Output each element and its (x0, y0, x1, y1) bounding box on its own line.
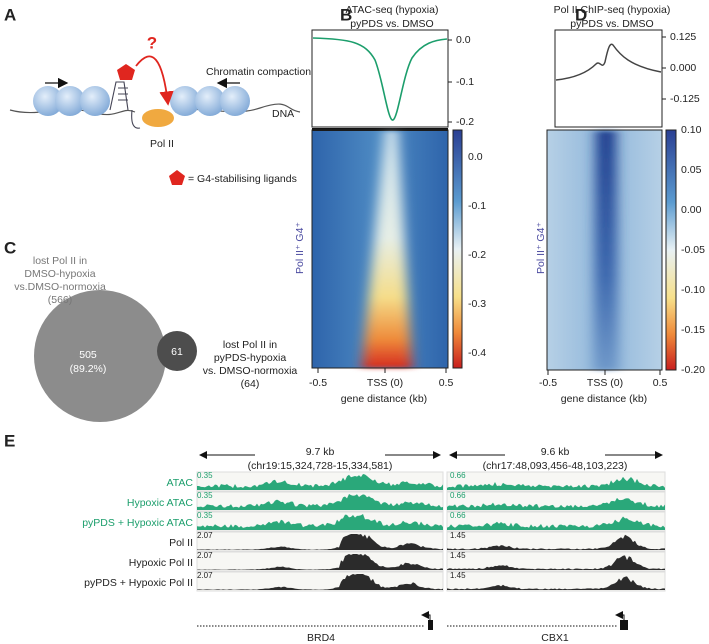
venn (34, 290, 197, 422)
tick-label: -0.5 (539, 377, 557, 389)
set-label: DMSO-hypoxia (24, 268, 95, 280)
tick-label: -0.2 (456, 116, 474, 128)
tick-label: -0.1 (456, 76, 474, 88)
tick-label: 0.0 (456, 34, 471, 46)
coverage-track (447, 516, 665, 530)
tick-label: 0.5 (653, 377, 668, 389)
annotation: Pol II (150, 138, 174, 150)
panel-subtitle: pyPDS vs. DMSO (350, 18, 433, 30)
chromatin-diagram (9, 55, 301, 185)
track-frame (196, 571, 444, 592)
tick-label: TSS (0) (367, 377, 403, 389)
axis-label: gene distance (kb) (341, 393, 427, 405)
tick-label: 0.000 (670, 62, 696, 74)
gene-name: CBX1 (541, 632, 569, 644)
panel-label: A (4, 5, 16, 24)
track-scale: 2.07 (197, 571, 213, 580)
locus-size: 9.6 kb (541, 446, 570, 458)
set-label: vs. DMSO-normoxia (203, 365, 298, 377)
track-label: ATAC (167, 477, 194, 489)
count: 61 (171, 346, 183, 358)
colorbar-tick-label: -0.05 (681, 244, 705, 256)
tick-label: 0.125 (670, 31, 696, 43)
track-scale: 0.66 (450, 511, 466, 520)
coverage-track (447, 555, 665, 570)
set-label: pyPDS-hypoxia (214, 352, 287, 364)
coverage-track (447, 476, 665, 490)
track-label: Hypoxic Pol II (129, 557, 193, 569)
track-label: pyPDS + Hypoxic Pol II (84, 577, 193, 589)
set-label: (566) (48, 294, 73, 306)
colorbar-tick-label: -0.15 (681, 324, 705, 336)
track-frame (196, 551, 444, 572)
set-label: vs.DMSO-normoxia (14, 281, 106, 293)
coverage-track (197, 554, 443, 570)
panel-label: C (4, 238, 16, 257)
coverage-track (197, 574, 443, 590)
genome-tracks (196, 451, 666, 630)
colorbar-tick-label: 0.0 (468, 151, 483, 163)
tick-label: -0.5 (309, 377, 327, 389)
axis-label: gene distance (kb) (561, 393, 647, 405)
track-scale: 2.07 (197, 551, 213, 560)
colorbar-tick-label: -0.4 (468, 347, 486, 359)
track-scale: 1.45 (450, 531, 466, 540)
tick-label: -0.125 (670, 93, 700, 105)
track-scale: 0.35 (197, 471, 213, 480)
track-scale: 1.45 (450, 551, 466, 560)
set-label: lost Pol II in (223, 339, 277, 351)
annotation: Chromatin compaction (206, 66, 311, 78)
colorbar-tick-label: -0.20 (681, 364, 705, 376)
legend-text: = G4-stabilising ligands (188, 173, 297, 185)
coverage-track (197, 474, 443, 490)
colorbar-tick-label: 0.10 (681, 124, 702, 136)
coverage-track (447, 497, 665, 510)
colorbar-tick-label: -0.10 (681, 284, 705, 296)
locus-size: 9.7 kb (306, 446, 335, 458)
track-scale: 0.35 (197, 491, 213, 500)
track-label: Pol II (169, 537, 193, 549)
set-label: lost Pol II in (33, 255, 87, 267)
coverage-track (447, 534, 665, 550)
track-label: pyPDS + Hypoxic ATAC (82, 517, 193, 529)
track-frame (196, 531, 444, 552)
coverage-track (197, 534, 443, 550)
track-scale: 0.35 (197, 511, 213, 520)
locus-coords: (chr19:15,324,728-15,334,581) (248, 460, 393, 472)
panel-label: B (340, 5, 352, 24)
tick-label: 0.5 (439, 377, 454, 389)
track-scale: 0.66 (450, 471, 466, 480)
panel-label: D (575, 5, 587, 24)
panel-subtitle: pyPDS vs. DMSO (570, 18, 653, 30)
colorbar-tick-label: 0.00 (681, 204, 702, 216)
panel-title: Pol II ChIP-seq (hypoxia) (554, 4, 671, 16)
panel-b-graphics (311, 29, 463, 373)
panel-title: ATAC-seq (hypoxia) (346, 4, 439, 16)
count: 505 (79, 349, 97, 361)
coverage-track (447, 576, 665, 590)
colorbar-tick-label: -0.1 (468, 200, 486, 212)
question-mark: ? (147, 33, 157, 52)
coverage-track (197, 494, 443, 510)
track-scale: 0.66 (450, 491, 466, 500)
track-scale: 2.07 (197, 531, 213, 540)
annotation: DNA (272, 108, 294, 120)
panel-label: E (4, 431, 15, 450)
track-label: Hypoxic ATAC (127, 497, 194, 509)
colorbar-tick-label: 0.05 (681, 164, 702, 176)
panel-d-graphics (546, 29, 677, 375)
percent: (89.2%) (70, 363, 107, 375)
colorbar-tick-label: -0.3 (468, 298, 486, 310)
set-label: (64) (241, 378, 260, 390)
colorbar-tick-label: -0.2 (468, 249, 486, 261)
track-scale: 1.45 (450, 571, 466, 580)
locus-coords: (chr17:48,093,456-48,103,223) (483, 460, 628, 472)
axis-label: Pol II⁺ G4⁺ (535, 222, 547, 274)
tick-label: TSS (0) (587, 377, 623, 389)
coverage-track (197, 514, 443, 530)
axis-label: Pol II⁺ G4⁺ (294, 222, 306, 274)
gene-name: BRD4 (307, 632, 335, 644)
